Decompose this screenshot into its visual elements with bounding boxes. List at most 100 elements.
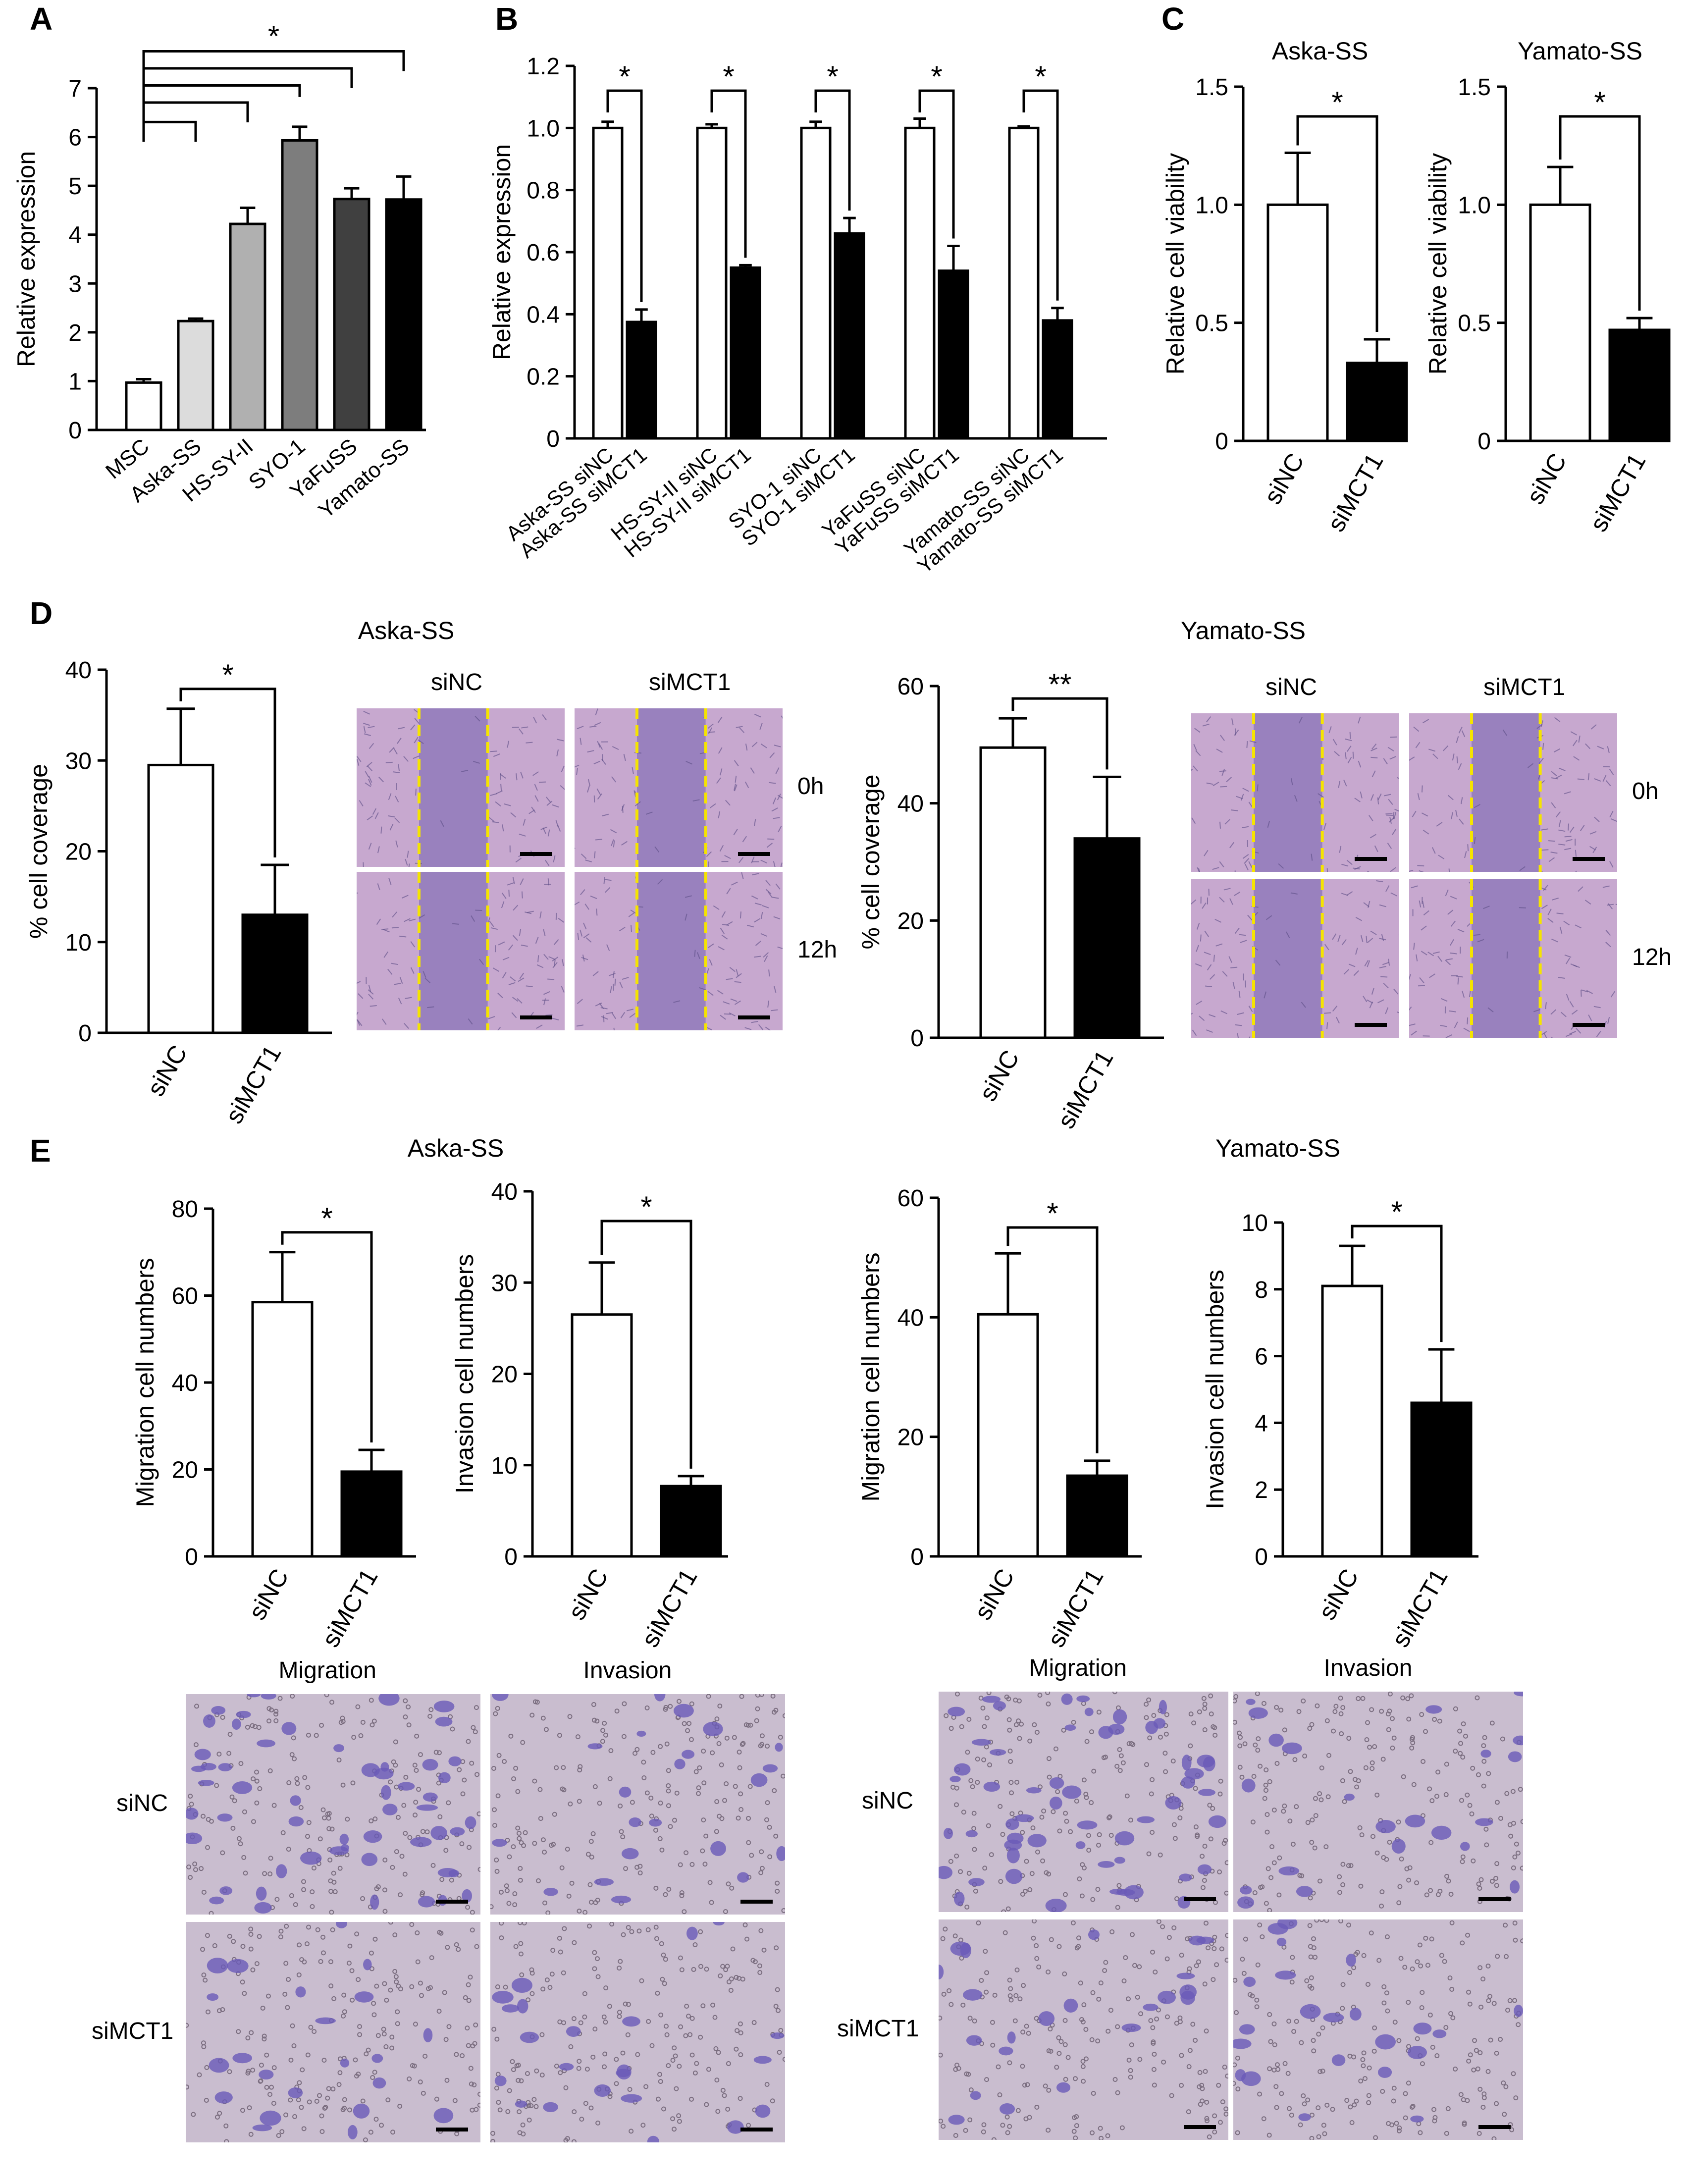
bar-SYO-1 siNC <box>800 126 832 440</box>
transwell-image-aska-Invasion-siNC-image <box>490 1694 785 1915</box>
y-tick-label: 1.0 <box>527 115 560 142</box>
y-tick-label: 4 <box>68 222 82 249</box>
y-tick-label: 40 <box>897 1305 924 1331</box>
bar-Aska-SS siNC <box>592 126 624 440</box>
y-tick-label: 0 <box>1255 1544 1268 1570</box>
y-tick-label: 1 <box>68 369 82 395</box>
significance-bracket <box>1006 1226 1099 1453</box>
significance-bracket <box>1011 697 1108 770</box>
wound-image-aska-siMCT1-12h-image <box>575 872 783 1030</box>
panel-letter-C: C <box>1161 1 1184 37</box>
panel-letter-E: E <box>30 1133 51 1169</box>
transwell-col-header-Invasion: Invasion <box>1323 1655 1413 1681</box>
significance-bracket <box>281 1231 373 1443</box>
transwell-image-aska-Invasion-siMCT1 <box>490 1922 785 2142</box>
bar-siNC <box>571 1313 633 1558</box>
bar-siNC <box>977 1313 1039 1558</box>
transwell-image-aska-Migration-siNC-image <box>186 1694 480 1915</box>
bar-siNC <box>251 1301 314 1558</box>
wound-image-aska-siMCT1-0h-image <box>575 708 783 867</box>
y-tick-label: 0 <box>910 1544 924 1570</box>
scale-bar-icon <box>1478 2125 1511 2129</box>
wound-image-aska-siNC-12h-image <box>357 872 565 1030</box>
transwell-image-aska-Migration-siNC <box>186 1694 480 1915</box>
scale-bar-icon <box>436 1900 468 1904</box>
y-tick-label: 6 <box>68 125 82 151</box>
y-tick-label: 20 <box>65 839 92 865</box>
bar-YaFuSS siMCT1 <box>938 269 969 440</box>
panel-letter-D: D <box>30 595 53 631</box>
x-tick-label: siMCT1 <box>1584 449 1651 536</box>
transwell-image-aska-Migration-siMCT1 <box>186 1922 480 2142</box>
y-tick-label: 3 <box>68 271 82 297</box>
chart-title: Yamato-SS <box>1181 617 1306 644</box>
significance-bracket <box>142 67 353 88</box>
y-tick-label: 10 <box>1242 1210 1268 1236</box>
y-tick-label: 8 <box>1255 1277 1268 1303</box>
significance-bracket <box>142 101 249 122</box>
transwell-image-yamato-Invasion-siMCT1-image <box>1233 1919 1523 2140</box>
wound-image-yamato-siNC-0h-image <box>1191 713 1399 872</box>
y-tick-label: 20 <box>897 1425 924 1451</box>
y-tick-label: 20 <box>897 908 924 934</box>
significance-star: * <box>1331 86 1343 119</box>
bar-HS-SY-II siNC <box>696 126 728 440</box>
transwell-row-label-siNC: siNC <box>862 1787 913 1814</box>
significance-bracket <box>142 50 405 71</box>
y-tick-label: 6 <box>1255 1344 1268 1370</box>
panel-letter-B: B <box>495 1 518 37</box>
significance-star: * <box>640 1190 652 1224</box>
scale-bar-icon <box>1355 857 1387 861</box>
significance-bracket <box>710 89 747 258</box>
y-tick-label: 0 <box>504 1544 518 1570</box>
wound-image-yamato-siNC-12h <box>1191 879 1399 1038</box>
bar-siMCT1 <box>1066 1474 1128 1558</box>
y-tick-label: 4 <box>1255 1410 1268 1437</box>
chart-D2: 0 20 40 60 % cell coverage Yamato-SS siNC siMCT… <box>857 617 1306 1133</box>
labels-layer: A B C D E <box>30 1 1184 1169</box>
x-tick-label: siMCT1 <box>316 1564 383 1652</box>
bar-siNC <box>979 746 1047 1039</box>
wound-image-aska-siMCT1-12h <box>575 872 783 1030</box>
bar-siMCT1 <box>340 1470 403 1558</box>
wound-image-yamato-siMCT1-12h-image <box>1409 879 1617 1038</box>
bar-YaFuSS <box>333 198 370 431</box>
chart-title: Aska-SS <box>358 617 455 644</box>
transwell-image-yamato-Migration-siNC-image <box>939 1692 1228 1912</box>
bar-Yamato-SS siNC <box>1008 126 1040 440</box>
y-tick-label: 0 <box>910 1025 924 1052</box>
chart-title: Aska-SS <box>1272 37 1369 65</box>
bar-siNC <box>1321 1284 1383 1558</box>
x-tick-label: siMCT1 <box>636 1564 703 1652</box>
significance-bracket <box>179 688 276 857</box>
y-tick-label: 0 <box>68 418 82 444</box>
y-axis-title: Migration cell numbers <box>857 1253 885 1502</box>
wound-row-label-0h: 0h <box>797 773 824 799</box>
bar-HS-SY-II <box>229 222 266 431</box>
y-tick-label: 20 <box>172 1457 198 1484</box>
wound-image-aska-siNC-0h <box>357 708 565 867</box>
scale-bar-icon <box>1573 1023 1605 1027</box>
transwell-image-aska-Migration-siMCT1-image <box>186 1922 480 2142</box>
significance-star: * <box>723 60 734 93</box>
significance-bracket <box>918 89 955 239</box>
bar-MSC <box>125 381 162 431</box>
y-axis-title: % cell coverage <box>857 775 885 950</box>
chart-title: Yamato-SS <box>1518 37 1642 65</box>
transwell-col-header-Migration: Migration <box>1029 1655 1127 1681</box>
transwell-image-yamato-Migration-siMCT1-image <box>939 1919 1228 2140</box>
significance-bracket <box>1351 1225 1443 1342</box>
y-tick-label: 0.6 <box>527 240 560 266</box>
chart-title: Aska-SS <box>408 1134 504 1162</box>
y-tick-label: 1.0 <box>1195 192 1228 218</box>
y-tick-label: 5 <box>68 173 82 200</box>
y-tick-label: 2 <box>1255 1477 1268 1503</box>
y-tick-label: 1.2 <box>527 53 560 80</box>
transwell-image-yamato-Invasion-siMCT1 <box>1233 1919 1523 2140</box>
chart-E1: 0 20 40 60 80 Migration cell numbers Aska-SS si… <box>131 1134 504 1652</box>
bar-Yamato-SS <box>385 198 422 431</box>
y-tick-label: 0.2 <box>527 364 560 390</box>
